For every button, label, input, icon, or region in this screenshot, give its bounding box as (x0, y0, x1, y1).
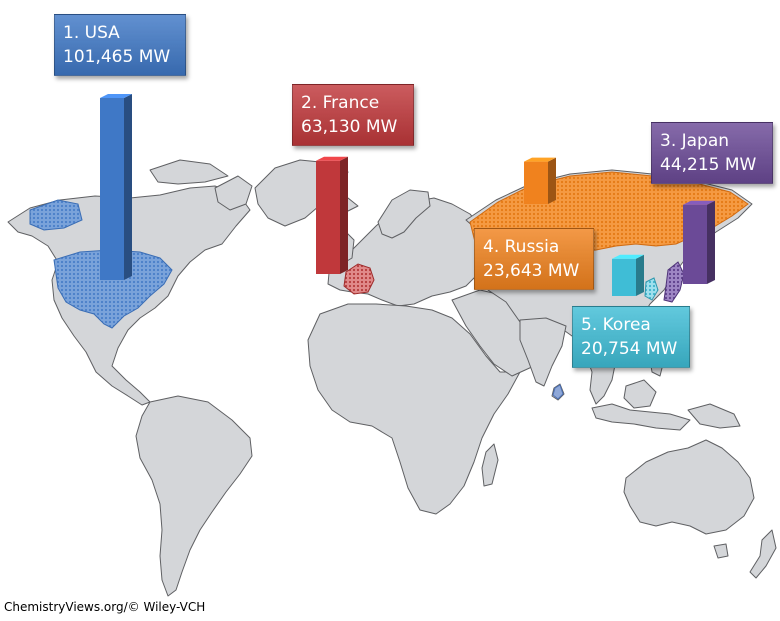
japan-bar (683, 200, 715, 284)
korea-bar (612, 254, 644, 296)
new-guinea-shape (687, 403, 741, 429)
credit-line: ChemistryViews.org/© Wiley-VCH (4, 600, 206, 614)
france-region (343, 263, 375, 295)
russia-value-label: 23,643 MW (483, 261, 580, 281)
capacity-bars (100, 94, 715, 296)
russia-callout: 4. Russia 23,643 MW (474, 228, 594, 290)
japan-value-label: 44,215 MW (660, 155, 757, 175)
tasmania-shape (713, 543, 729, 559)
usa-bar-top (100, 94, 132, 98)
korea-callout: 5. Korea 20,754 MW (572, 306, 690, 368)
madagascar-shape (481, 443, 499, 487)
australia-shape (623, 439, 755, 535)
arctic-islands-shape (149, 159, 229, 185)
france-bar (316, 156, 348, 274)
korea-rank-label: 5. Korea (581, 315, 651, 335)
japan-bar-top (683, 200, 715, 205)
japan-region (663, 261, 685, 303)
sri-lanka-highlight (552, 384, 564, 400)
korea-region (644, 277, 659, 301)
usa-bar (100, 94, 132, 280)
russia-bar-top (524, 157, 556, 162)
korea-bar-top (612, 254, 644, 259)
usa-rank-label: 1. USA (63, 23, 120, 43)
russia-bar-front (524, 161, 548, 204)
korea-bar-side (636, 254, 644, 296)
usa-callout: 1. USA 101,465 MW (54, 14, 186, 76)
france-bar-side (340, 156, 348, 274)
france-callout: 2. France 63,130 MW (292, 84, 414, 146)
japan-callout: 3. Japan 44,215 MW (651, 122, 773, 184)
baffin-island-shape (214, 175, 253, 211)
usa-value-label: 101,465 MW (63, 47, 171, 67)
usa-bar-front (100, 98, 124, 280)
borneo-shape (623, 379, 657, 409)
alaska-region (29, 199, 83, 231)
france-value-label: 63,130 MW (301, 117, 398, 137)
japan-bar-front (683, 204, 707, 284)
africa-shape (307, 303, 521, 515)
russia-rank-label: 4. Russia (483, 237, 560, 257)
indonesia-shape (591, 403, 691, 431)
france-rank-label: 2. France (301, 93, 380, 113)
russia-bar-side (548, 157, 556, 204)
france-bar-front (316, 160, 340, 274)
south-america-shape (135, 395, 253, 597)
new-zealand-shape (749, 529, 777, 579)
scandinavia-shape (377, 189, 431, 239)
usa-bar-side (124, 94, 132, 280)
france-bar-top (316, 156, 348, 161)
korea-bar-front (612, 258, 636, 296)
japan-rank-label: 3. Japan (660, 131, 730, 151)
russia-bar (524, 157, 556, 204)
india-shape (519, 317, 567, 387)
korea-value-label: 20,754 MW (581, 339, 678, 359)
japan-bar-side (707, 200, 715, 284)
